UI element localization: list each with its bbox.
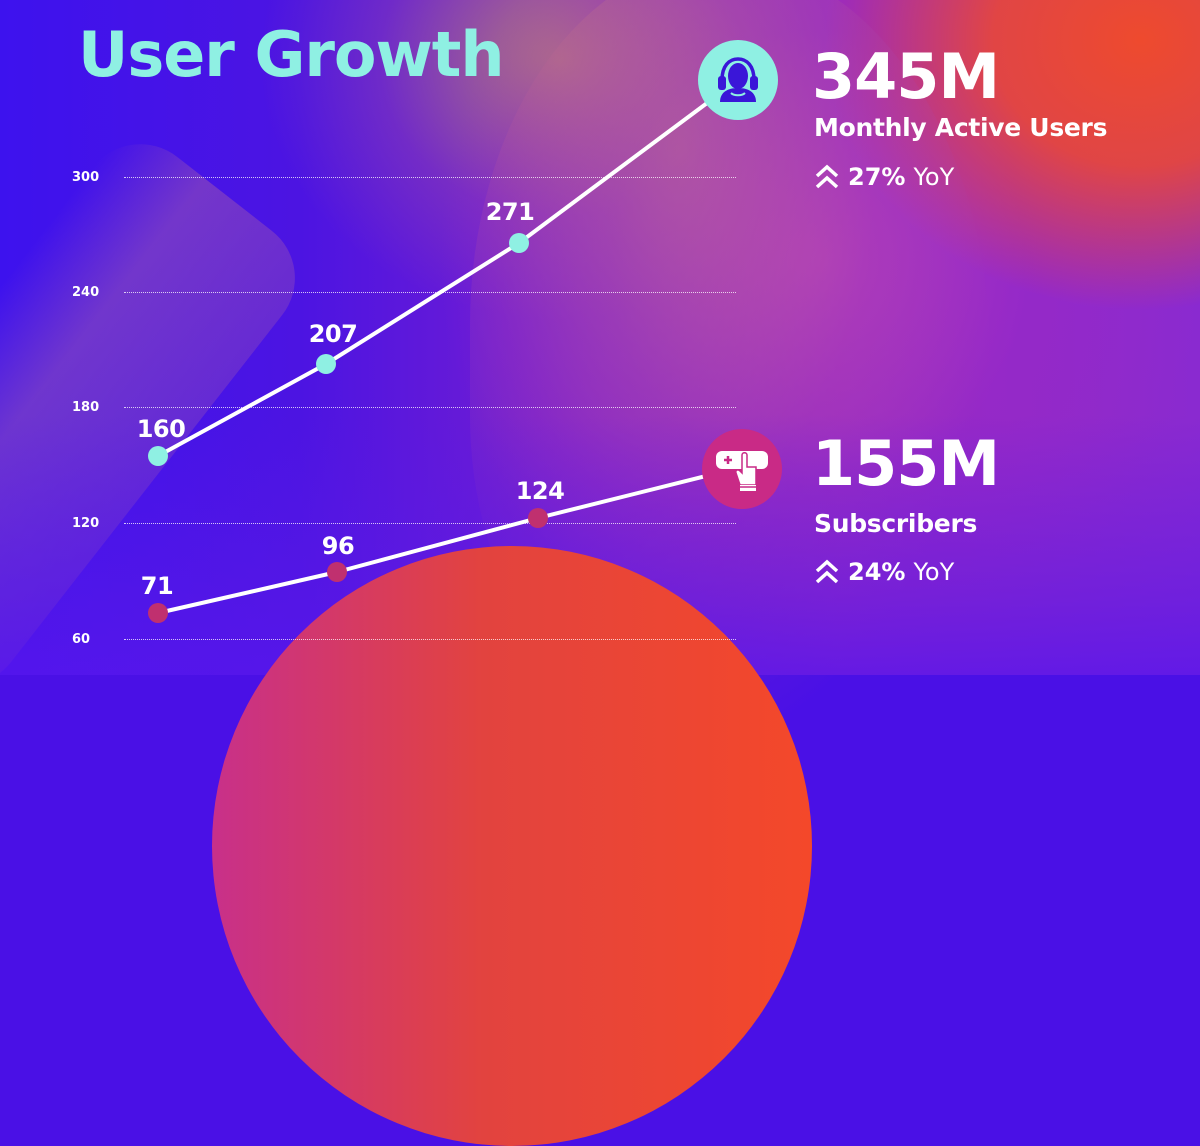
gridline-300 (124, 177, 736, 178)
double-chevron-up-icon (815, 559, 839, 584)
mau-series (148, 78, 740, 466)
gridline-240 (124, 292, 736, 293)
mau-label-3: 271 (485, 198, 535, 226)
mau-point-2 (316, 354, 336, 374)
chart-title: User Growth (78, 18, 505, 91)
subscribers-yoy: 24% YoY (814, 559, 954, 585)
line-plot (148, 78, 744, 623)
subscribers-point-2 (327, 562, 347, 582)
y-tick-180: 180 (72, 400, 100, 415)
subscribers-yoy-suffix: YoY (913, 558, 955, 586)
mau-value: 345M (812, 40, 1000, 113)
subscribers-point-1 (148, 603, 168, 623)
mau-yoy: 27% YoY (814, 164, 954, 190)
gridline-180 (124, 407, 736, 408)
mau-label: Monthly Active Users (814, 113, 1108, 142)
subscribers-label-3: 124 (515, 477, 565, 505)
subscribers-value: 155M (812, 427, 1000, 500)
subscribers-label-2: 96 (321, 532, 355, 560)
subscribers-yoy-percent: 24% (848, 558, 906, 586)
gridline-120 (124, 523, 736, 524)
mau-point-3 (509, 233, 529, 253)
subscribers-point-3 (528, 508, 548, 528)
gridline-60 (124, 639, 736, 640)
y-tick-240: 240 (72, 285, 100, 300)
mau-label-1: 160 (136, 415, 186, 443)
y-tick-300: 300 (72, 170, 100, 185)
subscribers-series (148, 465, 744, 623)
mau-label-2: 207 (308, 320, 358, 348)
mau-yoy-percent: 27% (848, 163, 906, 191)
subscribers-label: Subscribers (814, 509, 978, 538)
mau-yoy-suffix: YoY (913, 163, 955, 191)
y-tick-120: 120 (72, 516, 100, 531)
tap-plus-button-icon (702, 429, 782, 509)
y-tick-60: 60 (72, 632, 91, 647)
headphones-user-icon (698, 40, 778, 120)
mau-point-1 (148, 446, 168, 466)
double-chevron-up-icon (815, 164, 839, 189)
subscribers-label-1: 71 (140, 572, 174, 600)
